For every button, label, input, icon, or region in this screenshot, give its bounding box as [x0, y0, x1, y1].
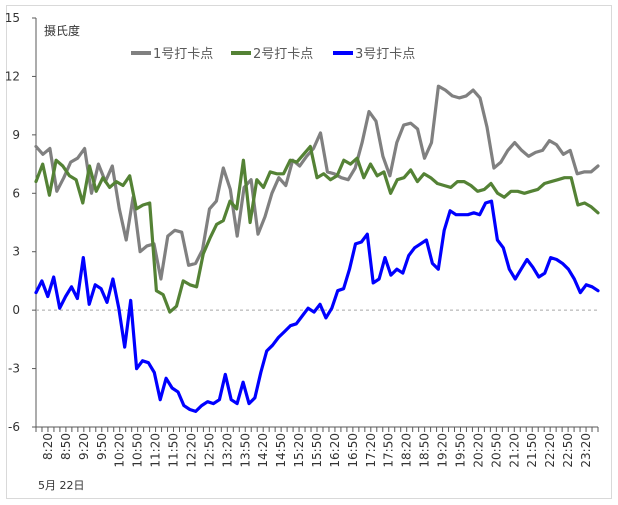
x-tick-label: 17:20: [364, 433, 378, 468]
x-tick-label: 10:20: [113, 433, 127, 468]
date-label: 5月 22日: [38, 479, 85, 492]
x-tick-label: 20:20: [471, 433, 485, 468]
x-tick-label: 8:50: [59, 433, 73, 460]
y-tick-label: 12: [5, 69, 20, 83]
y-tick-label: 0: [12, 303, 20, 317]
legend-label-1: 1号打卡点: [153, 47, 213, 62]
series-line-3: [34, 199, 600, 413]
y-tick-label: -6: [8, 420, 20, 434]
x-tick-label: 16:20: [328, 433, 342, 468]
axes: -6 -3 0 3 6 9 12 15 8:20 8:50 9:20 9:50 10:20 10:50 11…: [5, 11, 599, 468]
legend-label-2: 2号打卡点: [253, 47, 313, 62]
x-tick-label: 9:20: [77, 433, 91, 460]
y-tick-label: -3: [8, 362, 20, 376]
series-lines: [34, 84, 600, 413]
x-tick-label: 23:20: [579, 433, 593, 468]
series-line-2: [34, 144, 600, 314]
legend-label-3: 3号打卡点: [355, 47, 415, 62]
plot-frame: [6, 5, 612, 499]
x-tick-label: 11:50: [167, 433, 181, 468]
x-tick-label: 15:50: [310, 433, 324, 468]
x-tick-label: 16:50: [346, 433, 360, 468]
x-tick-label: 18:20: [400, 433, 414, 468]
x-tick-label: 12:20: [184, 433, 198, 468]
y-tick-label: 3: [12, 245, 20, 259]
x-tick-label: 19:20: [436, 433, 450, 468]
x-tick-label: 13:50: [238, 433, 252, 468]
x-tick-label: 9:50: [95, 433, 109, 460]
x-tick-label: 19:50: [453, 433, 467, 468]
x-tick-label: 13:20: [220, 433, 234, 468]
x-tick-label: 10:50: [131, 433, 145, 468]
chart-border: [6, 5, 612, 499]
x-tick-label: 14:20: [256, 433, 270, 468]
series-line-1: [34, 84, 600, 281]
y-axis-label: 摄氏度: [44, 23, 80, 38]
x-tick-label: 8:20: [41, 433, 55, 460]
x-tick-label: 12:50: [202, 433, 216, 468]
y-tick-label: 6: [12, 186, 20, 200]
x-tick-label: 21:20: [507, 433, 521, 468]
x-tick-label: 15:20: [292, 433, 306, 468]
x-tick-label: 14:50: [274, 433, 288, 468]
x-tick-label: 22:20: [543, 433, 557, 468]
x-tick-label: 22:50: [561, 433, 575, 468]
x-tick-label: 11:20: [149, 433, 163, 468]
y-tick-label: 15: [5, 11, 20, 25]
x-tick-label: 21:50: [525, 433, 539, 468]
x-tick-label: 18:50: [418, 433, 432, 468]
x-tick-label: 20:50: [489, 433, 503, 468]
y-tick-label: 9: [12, 128, 20, 142]
x-tick-label: 17:50: [382, 433, 396, 468]
legend: 1号打卡点 2号打卡点 3号打卡点: [131, 47, 415, 62]
